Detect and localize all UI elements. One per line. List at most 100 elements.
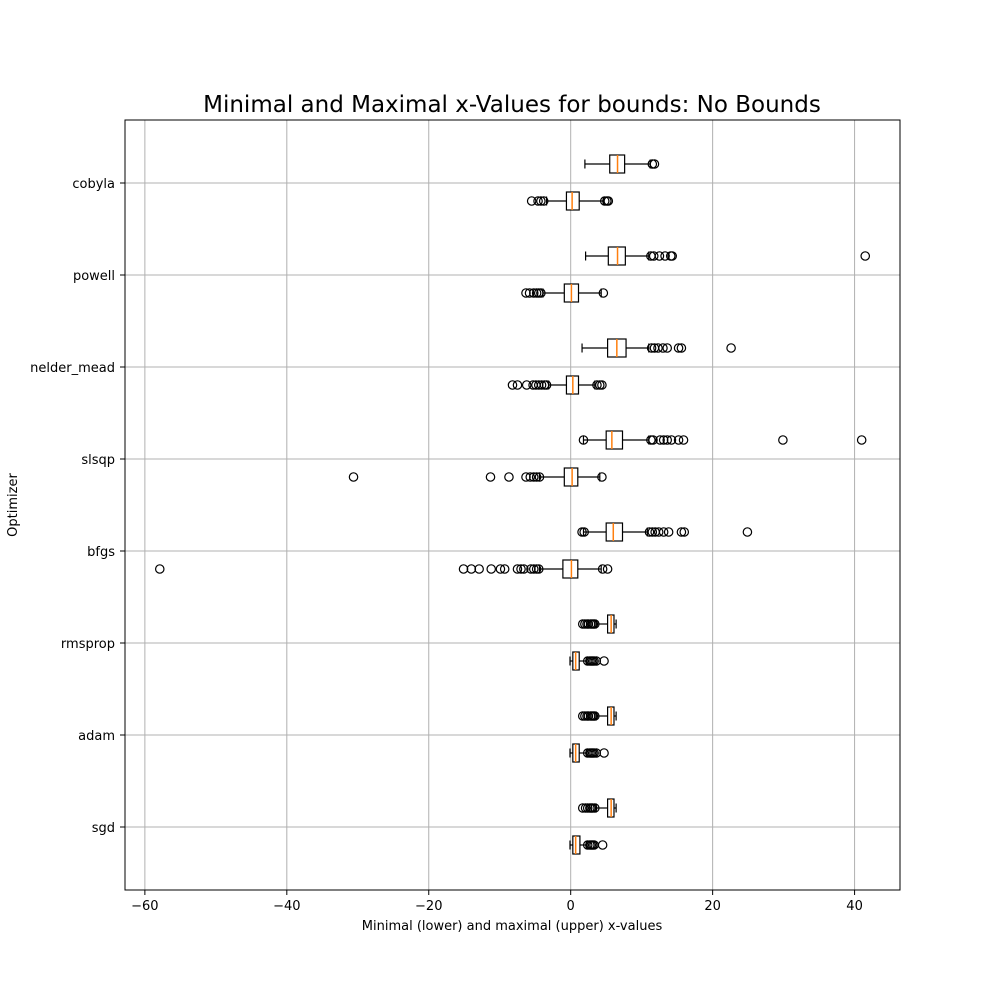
- x-tick-label: −40: [273, 899, 300, 914]
- outlier-point: [512, 380, 523, 390]
- outlier-point: [646, 343, 657, 353]
- outlier-point: [856, 435, 867, 445]
- plot-frame: [124, 119, 901, 891]
- outlier-point: [666, 435, 677, 445]
- outlier-point: [528, 472, 539, 482]
- box-adam-upper: [577, 706, 617, 726]
- outlier-point: [678, 435, 689, 445]
- box-adam-lower: [569, 743, 609, 763]
- boxes-layer: [154, 154, 871, 855]
- y-tick-label: bfgs: [87, 545, 115, 560]
- outlier-point: [778, 435, 788, 445]
- outlier-point: [499, 564, 510, 574]
- box-rmsprop-upper: [577, 614, 617, 634]
- outlier-point: [590, 619, 600, 629]
- outlier-point: [536, 196, 546, 206]
- box-sgd-lower: [569, 835, 608, 855]
- outlier-point: [486, 564, 497, 574]
- outlier-point: [536, 288, 546, 298]
- outlier-point: [599, 748, 609, 758]
- grid-lines: [125, 120, 900, 890]
- outlier-point: [662, 343, 673, 353]
- outlier-point: [653, 527, 664, 537]
- iqr-box: [605, 430, 624, 450]
- outlier-point: [521, 380, 532, 390]
- y-tick-label: slsqp: [81, 453, 115, 468]
- iqr-box: [605, 522, 624, 542]
- outlier-point: [676, 527, 687, 537]
- outlier-point: [649, 159, 660, 169]
- outlier-point: [495, 564, 506, 574]
- box-nelder_mead-upper: [581, 338, 736, 358]
- outlier-point: [599, 656, 609, 666]
- outlier-point: [485, 472, 496, 482]
- outlier-point: [654, 251, 665, 261]
- outlier-point: [154, 564, 165, 574]
- outlier-point: [592, 380, 602, 390]
- outlier-point: [533, 196, 543, 206]
- outlier-point: [533, 564, 544, 574]
- outlier-point: [458, 564, 469, 574]
- box-nelder_mead-lower: [507, 375, 607, 395]
- outlier-point: [653, 343, 663, 353]
- outlier-point: [602, 564, 613, 574]
- y-tick-label: rmsprop: [61, 637, 115, 652]
- outlier-point: [474, 564, 484, 574]
- box-sgd-upper: [577, 798, 617, 818]
- outlier-point: [504, 472, 514, 482]
- y-axis-label: Optimizer: [6, 473, 21, 537]
- outlier-point: [742, 527, 753, 537]
- x-tick-label: 20: [704, 899, 721, 914]
- outlier-point: [507, 380, 518, 390]
- outlier-point: [726, 343, 736, 353]
- box-cobyla-lower: [526, 191, 614, 211]
- outlier-point: [579, 527, 589, 537]
- outlier-point: [860, 251, 871, 261]
- box-slsqp-upper: [578, 430, 867, 450]
- outlier-point: [519, 564, 529, 574]
- outlier-point: [648, 435, 658, 445]
- x-axis-label: Minimal (lower) and maximal (upper) x-va…: [362, 919, 663, 934]
- x-tick-label: −60: [131, 899, 158, 914]
- outlier-point: [662, 435, 673, 445]
- outlier-point: [658, 527, 669, 537]
- outlier-point: [679, 527, 690, 537]
- outlier-point: [648, 251, 659, 261]
- outlier-point: [516, 564, 526, 574]
- x-tick-label: 40: [846, 899, 863, 914]
- box-rmsprop-lower: [569, 651, 609, 671]
- outlier-point: [512, 564, 523, 574]
- box-powell-upper: [584, 246, 871, 266]
- outlier-point: [660, 251, 670, 261]
- outlier-point: [526, 196, 537, 206]
- outlier-point: [538, 196, 549, 206]
- chart-title: Minimal and Maximal x-Values for bounds:…: [203, 92, 821, 118]
- outlier-point: [531, 472, 542, 482]
- x-tick-label: 0: [567, 899, 575, 914]
- outlier-point: [528, 564, 539, 574]
- x-axis: −60 −40 −20 0 20 40: [131, 890, 863, 914]
- outlier-point: [655, 435, 665, 445]
- x-tick-label: −20: [415, 899, 442, 914]
- y-tick-label: adam: [78, 729, 115, 744]
- outlier-point: [667, 251, 677, 261]
- outlier-point: [541, 380, 552, 390]
- iqr-box: [562, 559, 579, 579]
- outlier-point: [647, 527, 658, 537]
- outlier-point: [348, 472, 359, 482]
- outlier-point: [534, 472, 545, 482]
- box-slsqp-lower: [348, 467, 607, 487]
- outlier-point: [644, 527, 655, 537]
- y-tick-label: cobyla: [72, 177, 115, 192]
- y-tick-label: sgd: [92, 821, 115, 836]
- outlier-point: [578, 435, 589, 445]
- outlier-point: [525, 472, 536, 482]
- outlier-point: [528, 288, 539, 298]
- iqr-box: [563, 467, 579, 487]
- outlier-point: [676, 343, 687, 353]
- outlier-point: [524, 288, 535, 298]
- y-tick-label: powell: [73, 269, 115, 284]
- outlier-point: [597, 840, 608, 850]
